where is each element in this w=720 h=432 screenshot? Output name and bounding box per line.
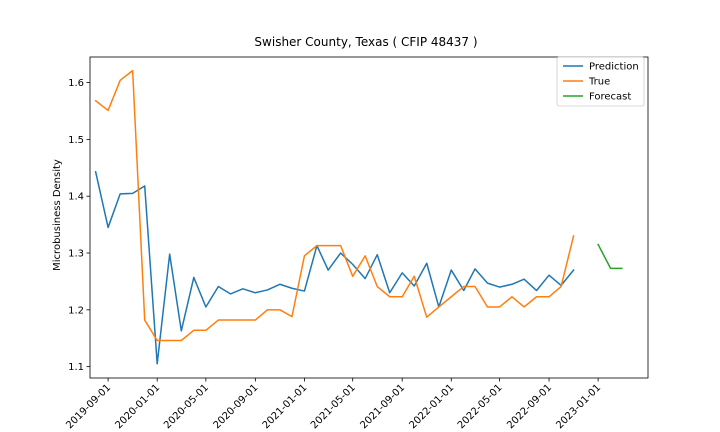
y-tick-label: 1.5 bbox=[68, 135, 84, 146]
plot-area bbox=[89, 56, 649, 379]
prediction-series-line bbox=[94, 170, 575, 365]
true-legend-label: True bbox=[588, 77, 610, 88]
chart-title: Swisher County, Texas ( CFIP 48437 ) bbox=[254, 35, 477, 49]
y-axis-title: Microbusiness Density bbox=[52, 159, 63, 271]
forecast-series-line bbox=[597, 243, 623, 270]
y-tick-label: 1.2 bbox=[68, 305, 84, 316]
y-tick-label: 1.6 bbox=[68, 78, 84, 89]
y-axis: 1.1 1.2 1.3 1.4 1.5 1.6 bbox=[68, 78, 90, 373]
y-tick-label: 1.3 bbox=[68, 249, 84, 260]
true-series-line bbox=[94, 69, 575, 342]
prediction-legend-label: Prediction bbox=[589, 62, 639, 73]
plot-frame bbox=[89, 56, 649, 379]
legend: Prediction True Forecast bbox=[556, 56, 645, 107]
series-layer bbox=[94, 69, 623, 365]
y-tick-label: 1.4 bbox=[68, 192, 84, 203]
forecast-legend-label: Forecast bbox=[589, 92, 631, 103]
y-tick-label: 1.1 bbox=[68, 362, 84, 373]
legend-box bbox=[556, 56, 645, 107]
